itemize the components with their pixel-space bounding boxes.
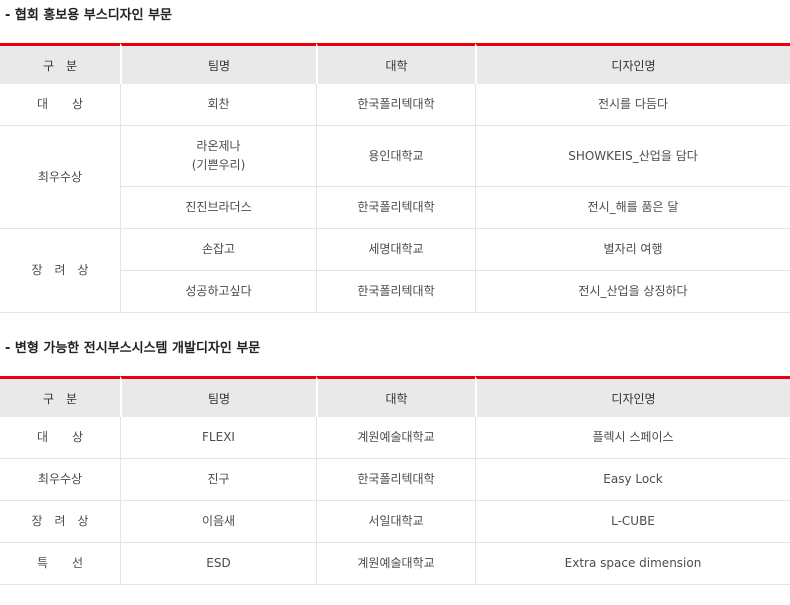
header-cell-university: 대학	[316, 376, 475, 417]
prize-cell: 최우수상	[0, 459, 120, 501]
table-row: 대 상 회찬 한국폴리텍대학 전시를 다듬다	[0, 84, 790, 126]
design-name-cell: L-CUBE	[475, 501, 790, 543]
header-cell-team: 팀명	[120, 376, 316, 417]
section-booth-system-design: - 변형 가능한 전시부스시스템 개발디자인 부문 구 분 팀명 대학 디자인명…	[0, 333, 790, 585]
university-cell: 서일대학교	[316, 501, 475, 543]
university-cell: 계원예술대학교	[316, 543, 475, 585]
team-cell: 성공하고싶다	[120, 271, 316, 313]
header-cell-design-name: 디자인명	[475, 376, 790, 417]
header-cell-team: 팀명	[120, 43, 316, 84]
table-row: 최우수상 라온제나 (기쁜우리) 용인대학교 SHOWKEIS_산업을 담다	[0, 126, 790, 229]
design-name-cell: 플렉시 스페이스	[475, 417, 790, 459]
team-cell: 진구	[120, 459, 316, 501]
table-header-row: 구 분 팀명 대학 디자인명	[0, 43, 790, 84]
results-table: 구 분 팀명 대학 디자인명 대 상 회찬 한국폴리텍대학 전시를 다듬다 최우…	[0, 43, 790, 313]
team-cell: 손잡고	[120, 229, 316, 271]
table-row: 장 려 상 손잡고 세명대학교 별자리 여행	[0, 229, 790, 313]
table-row: 진진브라더스 한국폴리텍대학 전시_해를 품은 달	[0, 187, 790, 229]
prize-cell: 장 려 상	[0, 501, 120, 543]
table-row: 특 선 ESD 계원예술대학교 Extra space dimension	[0, 543, 790, 585]
team-cell: ESD	[120, 543, 316, 585]
team-cell: 이음새	[120, 501, 316, 543]
table-row: 최우수상 진구 한국폴리텍대학 Easy Lock	[0, 459, 790, 501]
prize-cell: 장 려 상	[0, 229, 120, 313]
university-cell: 한국폴리텍대학	[316, 459, 475, 501]
design-name-cell: Extra space dimension	[475, 543, 790, 585]
team-cell: FLEXI	[120, 417, 316, 459]
university-cell: 용인대학교	[316, 126, 475, 187]
header-cell-category: 구 분	[0, 43, 120, 84]
team-cell: 라온제나 (기쁜우리)	[120, 126, 316, 187]
prize-cell: 대 상	[0, 417, 120, 459]
university-cell: 세명대학교	[316, 229, 475, 271]
team-cell: 회찬	[120, 84, 316, 126]
design-name-cell: 전시_산업을 상징하다	[475, 271, 790, 313]
table-row: 장 려 상 이음새 서일대학교 L-CUBE	[0, 501, 790, 543]
header-cell-category: 구 분	[0, 376, 120, 417]
prize-cell: 대 상	[0, 84, 120, 126]
header-cell-university: 대학	[316, 43, 475, 84]
section-booth-design: - 협회 홍보용 부스디자인 부문 구 분 팀명 대학 디자인명 대 상 회찬 …	[0, 8, 790, 313]
table-row: 성공하고싶다 한국폴리텍대학 전시_산업을 상징하다	[0, 271, 790, 313]
prize-cell: 최우수상	[0, 126, 120, 229]
university-cell: 계원예술대학교	[316, 417, 475, 459]
design-name-cell: 전시를 다듬다	[475, 84, 790, 126]
header-cell-design-name: 디자인명	[475, 43, 790, 84]
design-name-cell: SHOWKEIS_산업을 담다	[475, 126, 790, 187]
design-name-cell: 전시_해를 품은 달	[475, 187, 790, 229]
university-cell: 한국폴리텍대학	[316, 187, 475, 229]
design-name-cell: 별자리 여행	[475, 229, 790, 271]
university-cell: 한국폴리텍대학	[316, 84, 475, 126]
design-name-cell: Easy Lock	[475, 459, 790, 501]
table-header-row: 구 분 팀명 대학 디자인명	[0, 376, 790, 417]
table-row: 대 상 FLEXI 계원예술대학교 플렉시 스페이스	[0, 417, 790, 459]
prize-cell: 특 선	[0, 543, 120, 585]
section-title: - 협회 홍보용 부스디자인 부문	[5, 8, 173, 23]
section-title: - 변형 가능한 전시부스시스템 개발디자인 부문	[5, 341, 261, 356]
results-table: 구 분 팀명 대학 디자인명 대 상 FLEXI 계원예술대학교 플렉시 스페이…	[0, 376, 790, 585]
team-cell: 진진브라더스	[120, 187, 316, 229]
university-cell: 한국폴리텍대학	[316, 271, 475, 313]
